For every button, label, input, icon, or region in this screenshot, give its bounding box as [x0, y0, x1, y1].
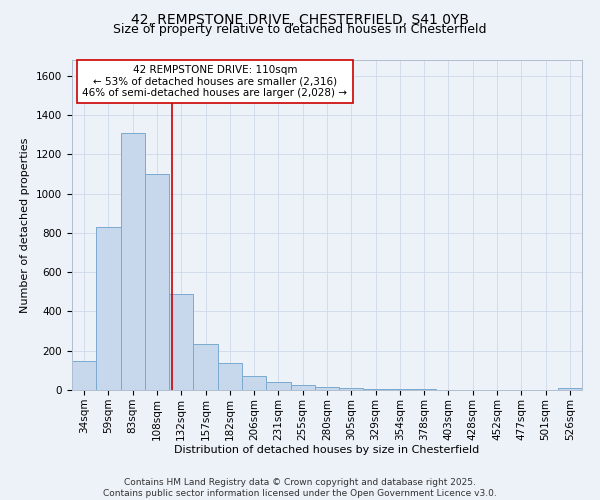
Bar [169, 294, 193, 390]
Bar [218, 364, 242, 390]
X-axis label: Distribution of detached houses by size in Chesterfield: Distribution of detached houses by size … [175, 446, 479, 456]
Bar [339, 388, 364, 390]
Bar [121, 132, 145, 390]
Bar [96, 227, 121, 390]
Y-axis label: Number of detached properties: Number of detached properties [20, 138, 31, 312]
Text: Contains HM Land Registry data © Crown copyright and database right 2025.
Contai: Contains HM Land Registry data © Crown c… [103, 478, 497, 498]
Bar [72, 360, 96, 390]
Bar [388, 389, 412, 390]
Bar [145, 174, 169, 390]
Bar [266, 382, 290, 390]
Bar [412, 389, 436, 390]
Text: 42, REMPSTONE DRIVE, CHESTERFIELD, S41 0YB: 42, REMPSTONE DRIVE, CHESTERFIELD, S41 0… [131, 12, 469, 26]
Bar [193, 344, 218, 390]
Bar [315, 387, 339, 390]
Bar [242, 376, 266, 390]
Bar [364, 389, 388, 390]
Bar [290, 385, 315, 390]
Bar [558, 388, 582, 390]
Text: 42 REMPSTONE DRIVE: 110sqm
← 53% of detached houses are smaller (2,316)
46% of s: 42 REMPSTONE DRIVE: 110sqm ← 53% of deta… [82, 65, 347, 98]
Text: Size of property relative to detached houses in Chesterfield: Size of property relative to detached ho… [113, 22, 487, 36]
